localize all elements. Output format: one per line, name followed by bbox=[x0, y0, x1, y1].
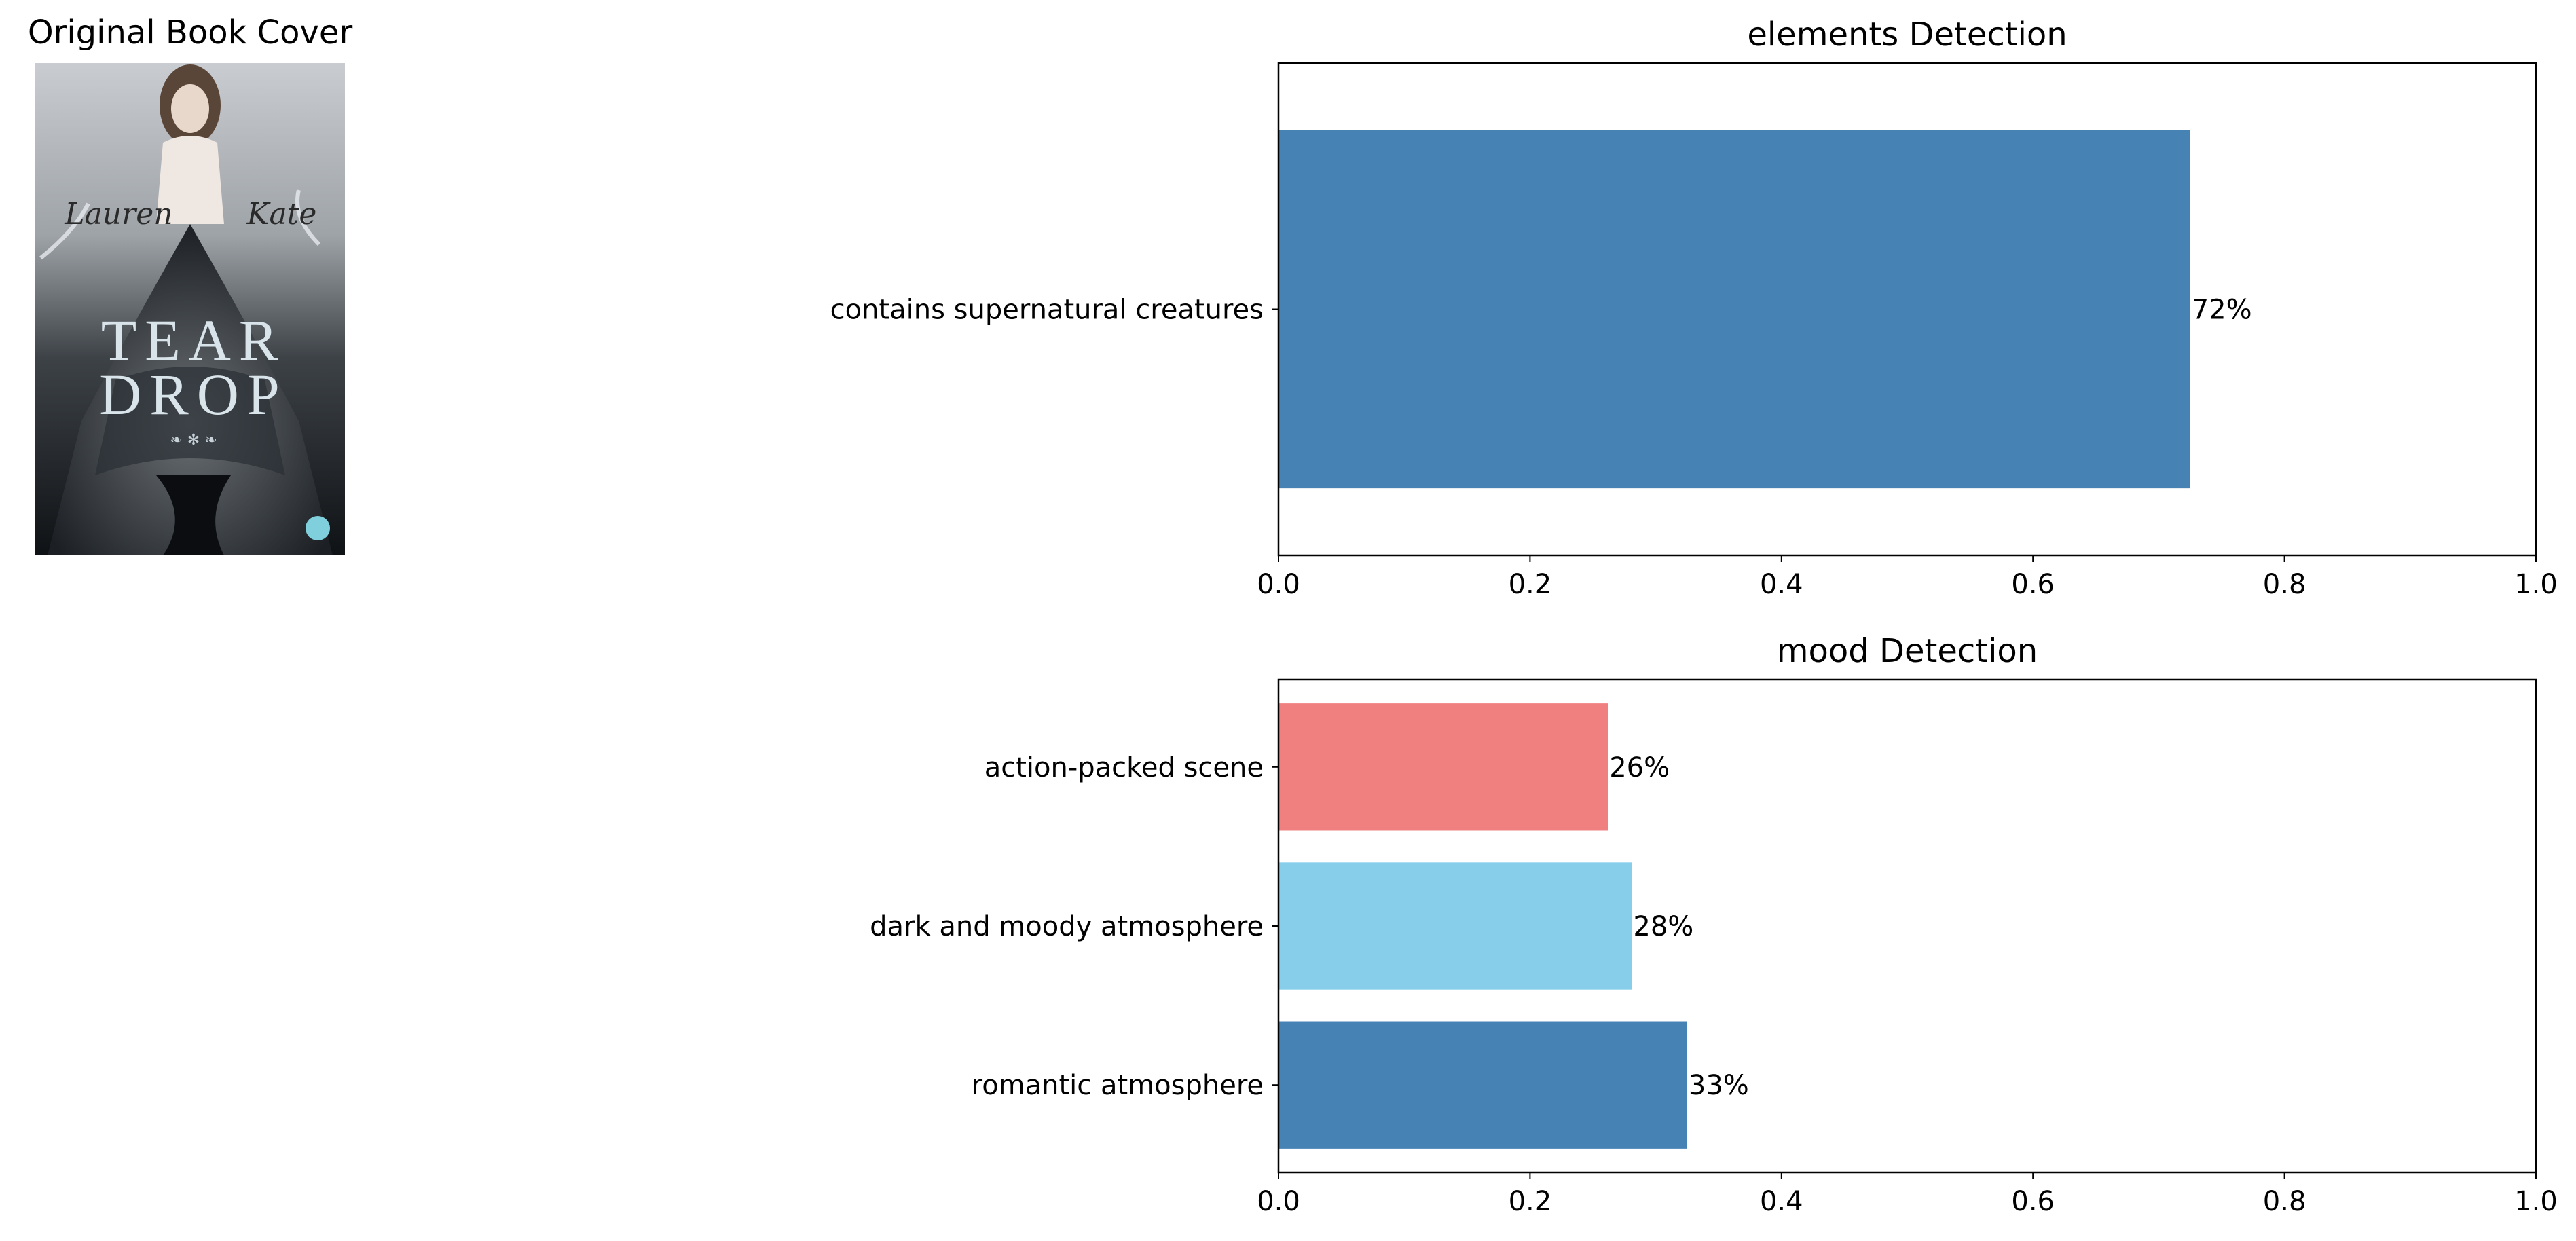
bar-value-label: 26% bbox=[1609, 752, 1670, 783]
bar-value-label: 72% bbox=[2192, 295, 2252, 326]
y-tick-label: romantic atmosphere bbox=[972, 1070, 1264, 1101]
y-tick-label: action-packed scene bbox=[985, 752, 1264, 783]
x-tick-label: 1.0 bbox=[2514, 569, 2558, 600]
axes-frame bbox=[1277, 62, 2537, 557]
x-tick-label: 0.8 bbox=[2263, 569, 2306, 600]
x-tick-label: 0.2 bbox=[1509, 1186, 1552, 1217]
cover-author: Lauren bbox=[64, 197, 172, 231]
elements-detection-chart: elements Detection 72% contains supernatur… bbox=[830, 16, 2558, 600]
mood-detection-chart: mood Detection 33% romantic atmosphere 28% d… bbox=[870, 632, 2558, 1217]
chart-title: elements Detection bbox=[1747, 16, 2067, 54]
cover-book-title-line2: DROP bbox=[99, 362, 287, 427]
y-tick-label: dark and moody atmosphere bbox=[870, 911, 1264, 942]
cover-book-title-line1: TEAR bbox=[101, 308, 287, 373]
x-tick-label: 0.6 bbox=[2011, 569, 2055, 600]
x-tick-label: 0.4 bbox=[1760, 1186, 1803, 1217]
cover-ornament-icon: ❧ ✻ ❧ bbox=[170, 432, 217, 449]
axes-frame bbox=[1277, 678, 2537, 1174]
y-tick-label: contains supernatural creatures bbox=[830, 295, 1264, 326]
bar bbox=[1278, 1021, 1687, 1149]
x-tick-label: 0.6 bbox=[2011, 1186, 2055, 1217]
cover-title: Original Book Cover bbox=[28, 14, 353, 52]
bar-value-label: 28% bbox=[1633, 911, 1693, 942]
x-tick-label: 0.8 bbox=[2263, 1186, 2306, 1217]
cover-author-last: Kate bbox=[246, 197, 317, 231]
bar bbox=[1278, 862, 1632, 990]
bar bbox=[1278, 703, 1608, 831]
chart-title: mood Detection bbox=[1777, 632, 2038, 670]
book-cover-image bbox=[35, 63, 345, 555]
x-tick-label: 0.2 bbox=[1509, 569, 1552, 600]
x-tick-label: 0.4 bbox=[1760, 569, 1803, 600]
x-tick-label: 0.0 bbox=[1257, 569, 1300, 600]
bar bbox=[1278, 130, 2190, 489]
bar-value-label: 33% bbox=[1689, 1070, 1749, 1101]
x-tick-label: 0.0 bbox=[1257, 1186, 1300, 1217]
x-tick-label: 1.0 bbox=[2514, 1186, 2558, 1217]
